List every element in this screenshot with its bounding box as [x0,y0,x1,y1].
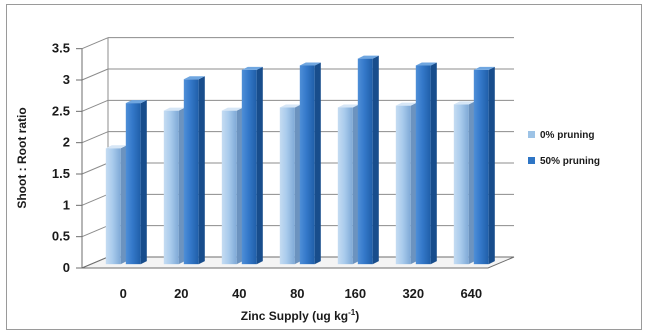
bar-top [125,100,147,104]
bar-top [357,55,379,59]
bar-front [415,65,431,265]
gridline-side [81,37,109,50]
y-tick-labels: 0 0.5 1 1.5 2 2.5 3 3.5 [52,41,70,275]
bar-side [178,107,185,265]
gridline-side [81,99,109,112]
bar [221,107,243,265]
bar [395,102,417,265]
gridline-side [81,193,109,206]
bar [125,100,147,265]
bar-front [279,107,295,265]
bar-top [299,62,321,66]
bar-top [473,66,495,70]
bar-front [183,79,199,265]
x-axis-title: Zinc Supply (ug kg-1) [241,308,359,323]
bar [241,66,263,265]
bar-side [372,55,379,265]
bar [279,104,301,265]
bar-side [352,104,359,265]
bars-layer [105,55,495,265]
bar-front [241,69,257,265]
y-tick-label: 3.5 [52,41,70,56]
bar [183,76,205,265]
bar [337,104,359,265]
gridline-side [81,225,109,238]
x-tick-label: 0 [120,286,127,301]
y-tick-label: 0.5 [52,229,70,244]
x-tick-label: 320 [402,286,424,301]
bar-side [488,66,495,265]
y-tick-label: 2.5 [52,103,70,118]
legend-swatch [528,131,535,138]
bar-front [395,105,411,265]
x-tick-label: 40 [232,286,246,301]
bar-top [415,62,437,66]
bar-top [163,107,185,111]
x-tick-label: 640 [460,286,482,301]
bar-front [337,107,353,265]
y-tick-label: 1.5 [52,166,70,181]
y-tick-label: 1 [63,197,70,212]
x-axis-title-superscript: -1 [348,308,356,317]
y-tick-label: 2 [63,135,70,150]
bar-side [198,76,205,265]
bar-top [221,107,243,111]
bar [415,62,437,265]
bar-top [337,104,359,108]
gridline-side [81,68,109,81]
legend-label: 50% pruning [540,156,600,167]
bar-side [314,62,321,265]
bar-top [105,145,127,149]
bar-side [120,145,127,265]
bar-top [453,101,475,105]
y-tick-label: 0 [63,260,70,275]
bar [163,107,185,265]
bar-front [221,110,237,265]
legend: 0% pruning 50% pruning [528,130,600,167]
x-tick-label: 160 [344,286,366,301]
bar-front [299,65,315,265]
bar-side [236,107,243,265]
bar [473,66,495,265]
bar-front [125,103,141,265]
bar-side [410,102,417,265]
y-axis-title: Shoot : Root ratio [15,107,29,208]
x-tick-label: 20 [174,286,188,301]
bar-side [430,62,437,265]
x-tick-label: 80 [290,286,304,301]
bar [105,145,127,265]
bar-front [453,104,469,265]
bar-side [256,66,263,265]
gridline-side [81,131,109,144]
gridline-side [81,162,109,175]
bar-side [294,104,301,265]
bar-side [468,101,475,265]
bar-top [279,104,301,108]
bar-front [105,148,121,265]
bar-side [140,100,147,265]
x-axis-title-main: Zinc Supply (ug kg [241,309,348,323]
bar-front [357,58,373,265]
y-tick-label: 3 [63,72,70,87]
x-tick-labels: 0 20 40 80 160 320 640 [120,286,482,301]
legend-swatch [528,157,535,164]
bar [357,55,379,265]
bar-top [183,76,205,80]
bar [453,101,475,265]
bar-front [163,110,179,265]
bar-top [241,66,263,70]
bar [299,62,321,265]
legend-label: 0% pruning [540,130,594,141]
x-axis-title-close: ) [355,309,359,323]
bar-front [473,69,489,265]
bar-top [395,102,417,106]
